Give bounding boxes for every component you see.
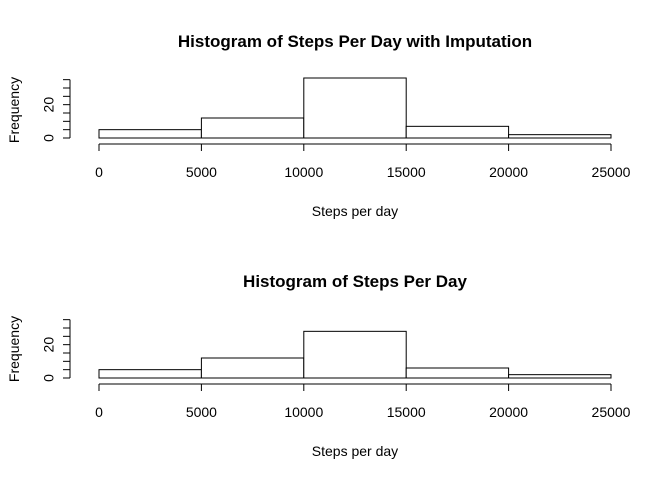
x-tick-label-4: 20000: [489, 164, 528, 180]
x-tick-label-5: 25000: [592, 164, 631, 180]
chart-title: Histogram of Steps Per Day: [243, 272, 467, 291]
x-tick-label-2: 10000: [284, 164, 323, 180]
histogram-bar-3: [405, 367, 510, 379]
x-axis-label: Steps per day: [312, 443, 398, 459]
x-tick-label-3: 15000: [387, 404, 426, 420]
x-tick-label-5: 25000: [592, 404, 631, 420]
histogram-bar-3: [405, 125, 510, 139]
y-tick-label-0: 0: [41, 134, 57, 142]
histogram-bar-4: [508, 374, 612, 379]
x-axis-label: Steps per day: [312, 203, 398, 219]
x-tick-label-1: 5000: [186, 164, 217, 180]
y-tick-label-0: 0: [41, 374, 57, 382]
y-axis-label: Frequency: [6, 77, 22, 143]
x-tick-label-3: 15000: [387, 164, 426, 180]
y-tick-label-1: 20: [41, 97, 57, 113]
x-tick-label-4: 20000: [489, 404, 528, 420]
chart-title: Histogram of Steps Per Day with Imputati…: [178, 32, 532, 51]
histogram-panel-original: Histogram of Steps Per Day Steps per day…: [6, 272, 631, 459]
bar-group: [98, 77, 612, 139]
x-tick-label-2: 10000: [284, 404, 323, 420]
histogram-bar-2: [303, 77, 407, 139]
histogram-bar-0: [98, 369, 202, 379]
x-tick-label-0: 0: [95, 404, 103, 420]
histogram-panel-with-imputation: Histogram of Steps Per Day with Imputati…: [6, 32, 631, 219]
histogram-bar-1: [200, 357, 305, 379]
x-tick-label-0: 0: [95, 164, 103, 180]
y-axis-label: Frequency: [6, 316, 22, 382]
y-axis: 0 20: [41, 319, 71, 382]
histogram-bar-4: [508, 134, 612, 139]
y-axis: 0 20: [41, 79, 71, 142]
y-tick-label-1: 20: [41, 337, 57, 353]
x-tick-label-1: 5000: [186, 404, 217, 420]
bar-group: [98, 330, 612, 379]
x-axis: 0 5000 10000 15000 20000 25000: [95, 383, 631, 420]
x-axis: 0 5000 10000 15000 20000 25000: [95, 143, 631, 180]
histogram-bar-0: [98, 129, 202, 139]
histogram-bar-1: [200, 117, 305, 139]
histogram-bar-2: [303, 330, 407, 379]
